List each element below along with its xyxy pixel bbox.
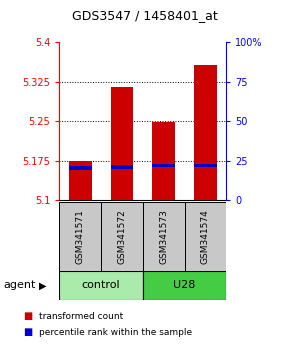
Text: ■: ■ — [23, 327, 32, 337]
Text: GSM341572: GSM341572 — [117, 209, 126, 264]
Bar — [69, 166, 92, 170]
Bar — [143, 271, 226, 300]
Bar — [194, 164, 217, 167]
Bar — [184, 202, 226, 271]
Bar — [59, 202, 101, 271]
Text: ■: ■ — [23, 311, 32, 321]
Text: GSM341573: GSM341573 — [159, 209, 168, 264]
Text: U28: U28 — [173, 280, 196, 290]
Text: ▶: ▶ — [39, 280, 47, 290]
Text: transformed count: transformed count — [39, 312, 124, 321]
Bar — [110, 165, 133, 169]
Text: agent: agent — [3, 280, 35, 290]
Bar — [143, 202, 184, 271]
Text: GDS3547 / 1458401_at: GDS3547 / 1458401_at — [72, 9, 218, 22]
Bar — [152, 122, 175, 200]
Text: percentile rank within the sample: percentile rank within the sample — [39, 328, 192, 337]
Bar — [152, 164, 175, 167]
Bar — [59, 271, 143, 300]
Bar — [69, 161, 92, 200]
Bar — [101, 202, 143, 271]
Bar — [194, 64, 217, 200]
Text: control: control — [82, 280, 120, 290]
Bar — [110, 87, 133, 200]
Text: GSM341571: GSM341571 — [76, 209, 85, 264]
Text: GSM341574: GSM341574 — [201, 209, 210, 264]
